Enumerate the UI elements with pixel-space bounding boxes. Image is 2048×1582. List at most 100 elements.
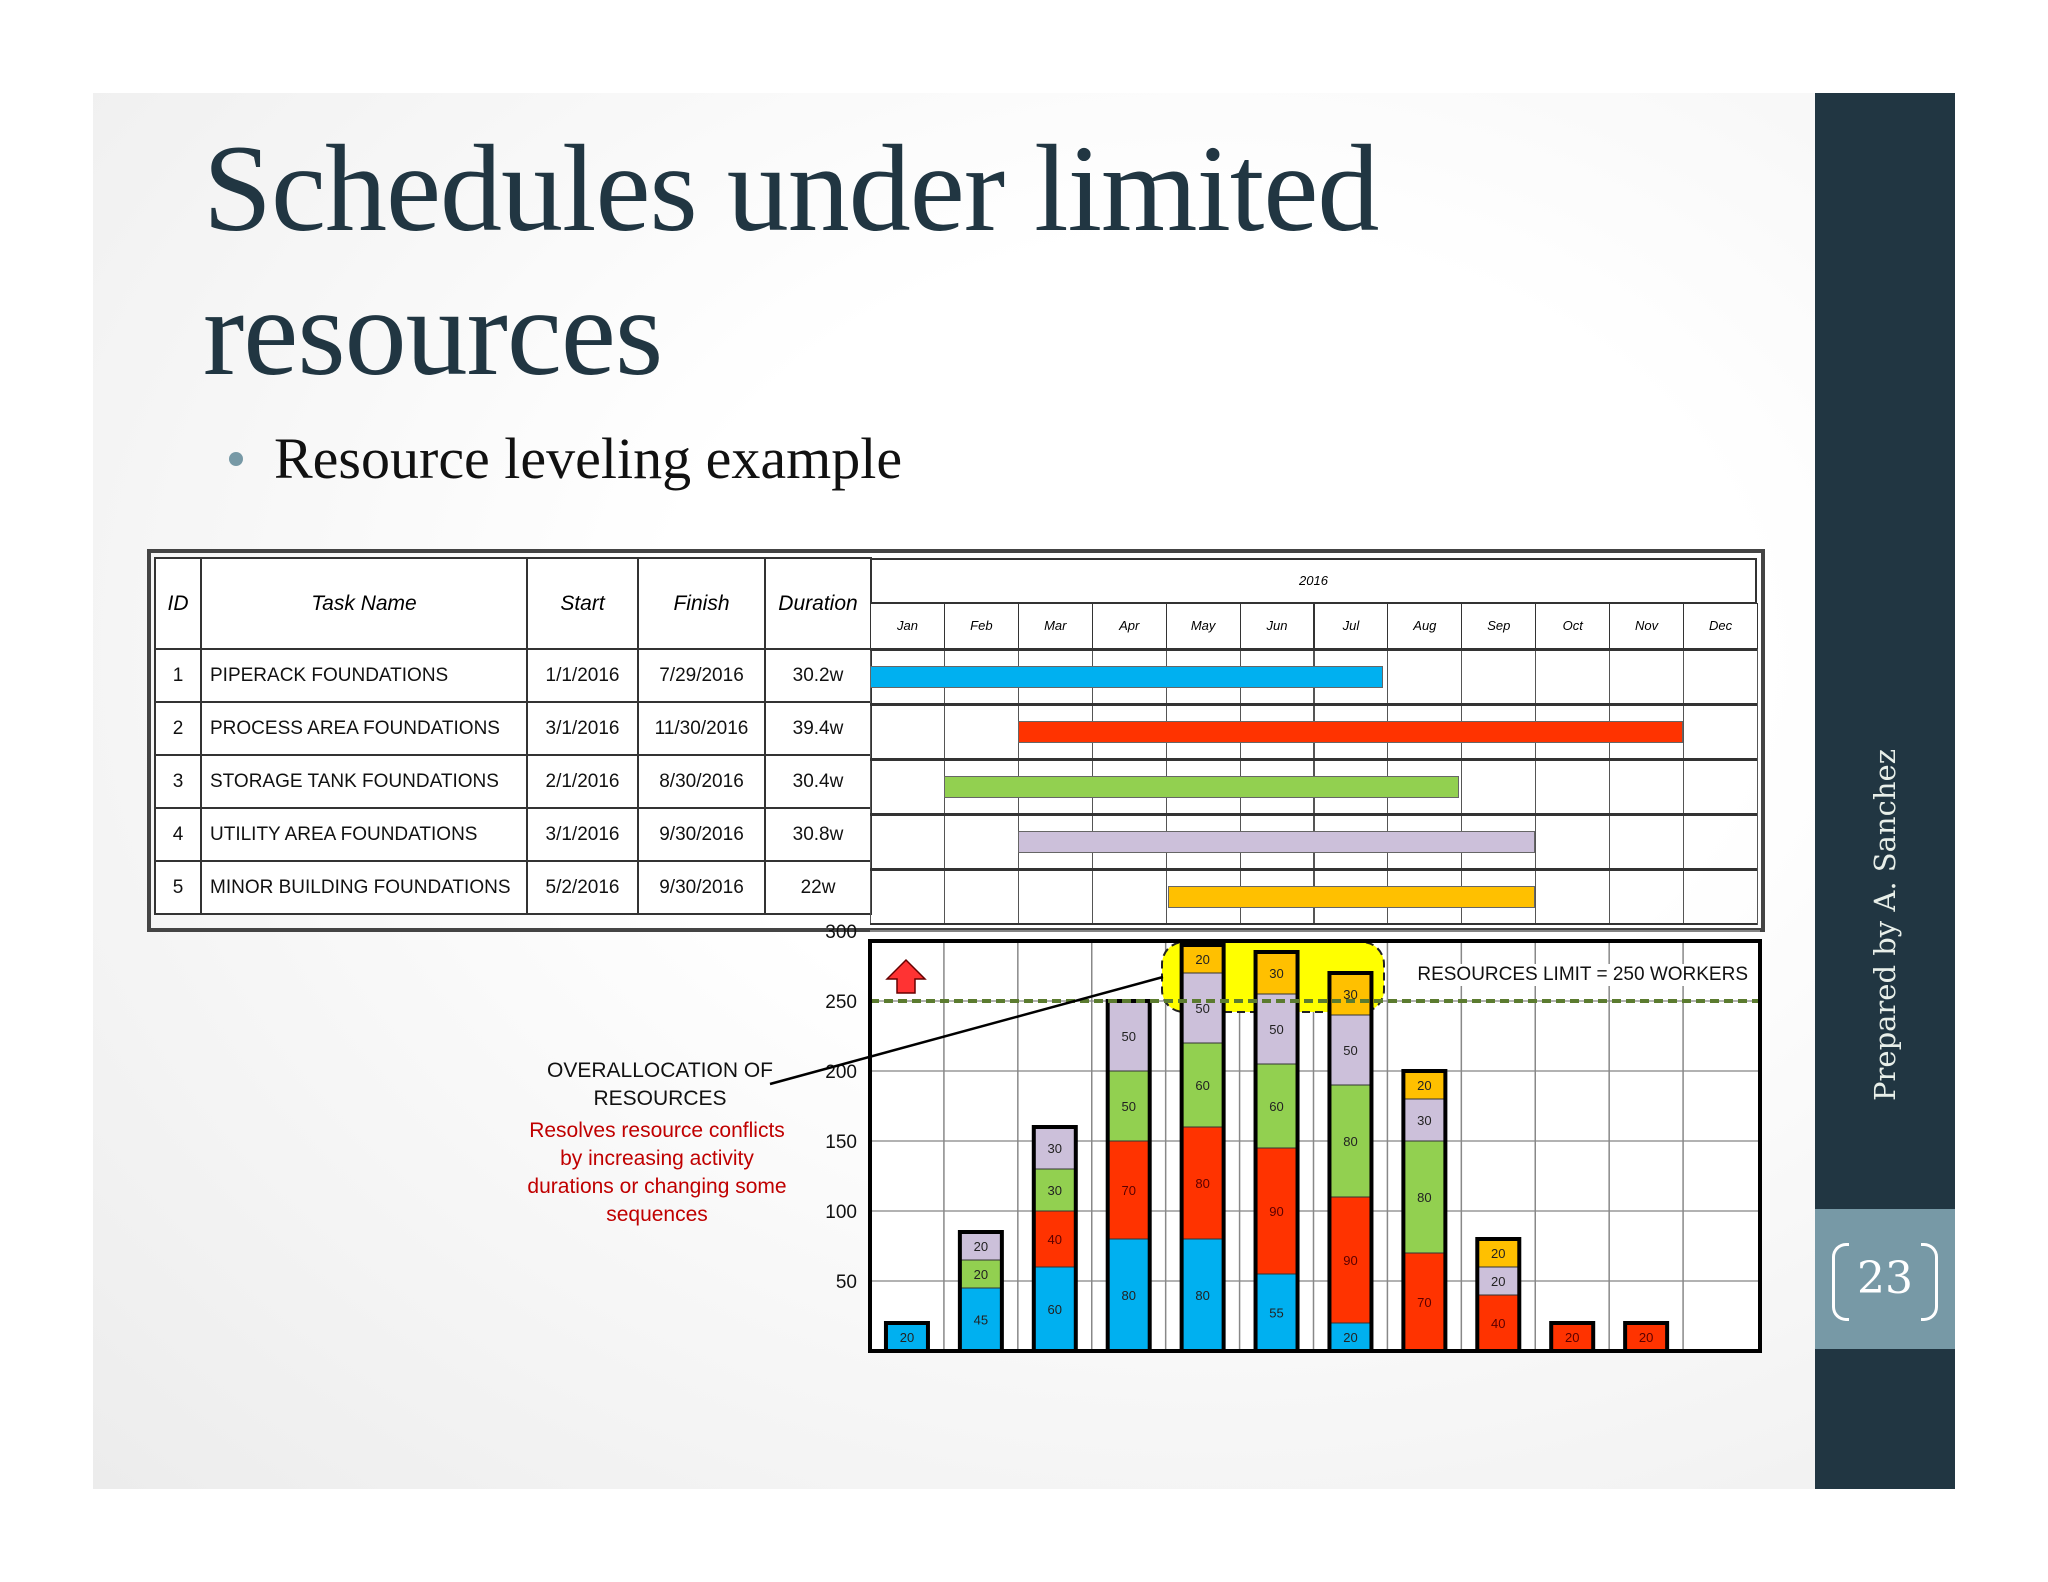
right-bracket-icon [1921, 1243, 1938, 1321]
bar-label: 80 [1195, 1176, 1209, 1191]
row-start: 3/1/2016 [526, 807, 639, 862]
gantt-month: Jul [1313, 603, 1389, 649]
bar-segment [1181, 1238, 1225, 1352]
bar-label: 45 [974, 1313, 988, 1328]
gantt-month: Jan [870, 603, 945, 649]
bar-label: 20 [974, 1267, 988, 1282]
gantt-bar-5 [1168, 886, 1536, 908]
bar-label: 30 [1417, 1113, 1431, 1128]
bar-label: 50 [1121, 1029, 1135, 1044]
row-id: 3 [154, 754, 202, 809]
row-task-name: STORAGE TANK FOUNDATIONS [200, 754, 528, 809]
gantt-bar-1 [870, 666, 1383, 688]
bar-label: 70 [1417, 1295, 1431, 1310]
bar-label: 50 [1343, 1043, 1357, 1058]
bar-label: 20 [1565, 1330, 1579, 1345]
bar-label: 20 [1417, 1078, 1431, 1093]
gantt-month: May [1165, 603, 1241, 649]
y-tick-label: 250 [825, 992, 857, 1013]
table-row: 4 UTILITY AREA FOUNDATIONS 3/1/2016 9/30/20… [154, 807, 872, 862]
bar-segment [1255, 1063, 1299, 1149]
gantt-bar-3 [943, 776, 1459, 798]
explanation-line: Resolves resource conflicts [529, 1119, 785, 1142]
y-tick-label: 100 [825, 1202, 857, 1223]
y-tick-label: 150 [825, 1132, 857, 1153]
bar-label: 50 [1269, 1022, 1283, 1037]
bar-segment [1255, 951, 1299, 995]
bar-label: 80 [1343, 1134, 1357, 1149]
bar-segment [1402, 1140, 1446, 1254]
page-number: 23 [1857, 1253, 1913, 1304]
bar-label: 50 [1195, 1001, 1209, 1016]
annotation-pointer [769, 975, 1164, 1086]
bar-segment [1402, 1070, 1446, 1100]
resource-limit-label: RESOURCES LIMIT = 250 WORKERS [1417, 964, 1748, 986]
bar-segment [1181, 1126, 1225, 1240]
bar-label: 80 [1121, 1288, 1135, 1303]
bar-segment [1476, 1294, 1520, 1352]
bar-label: 20 [1343, 1330, 1357, 1345]
row-finish: 9/30/2016 [637, 860, 766, 915]
bar-segment [1107, 1140, 1151, 1240]
page-number-box: 23 [1815, 1209, 1955, 1349]
bar-label: 80 [1195, 1288, 1209, 1303]
bar-label: 55 [1269, 1306, 1283, 1321]
row-task-name: PROCESS AREA FOUNDATIONS [200, 701, 528, 756]
bar-segment [1181, 1042, 1225, 1128]
bar-label: 90 [1269, 1204, 1283, 1219]
gantt-month: Jun [1239, 603, 1315, 649]
bar-segment [959, 1231, 1003, 1261]
bar-label: 60 [1048, 1302, 1062, 1317]
schedule-table: ID Task Name Start Finish Duration 1 PIPE… [154, 557, 872, 915]
bar-label: 20 [900, 1330, 914, 1345]
row-id: 4 [154, 807, 202, 862]
row-start: 2/1/2016 [526, 754, 639, 809]
row-finish: 7/29/2016 [637, 648, 766, 703]
bar-label: 30 [1048, 1141, 1062, 1156]
bar-label: 80 [1417, 1190, 1431, 1205]
y-tick-label: 50 [836, 1272, 857, 1293]
bar-label: 30 [1343, 987, 1357, 1002]
bar-segment [1328, 972, 1372, 1016]
gantt-month: Dec [1683, 603, 1758, 649]
bar-label: 50 [1121, 1099, 1135, 1114]
gantt-month: Nov [1609, 603, 1685, 649]
bullet-icon [229, 452, 243, 466]
gantt-chart: 2016 Jan Feb Mar Apr May Jun Jul Aug Sep Oct Nov Dec [870, 558, 1758, 925]
overallocation-label: OVERALLOCATION OF RESOURCES [547, 1057, 773, 1113]
bar-label: 60 [1269, 1099, 1283, 1114]
bar-label: 60 [1195, 1078, 1209, 1093]
bullet-text: Resource leveling example [274, 426, 903, 491]
row-task-name: PIPERACK FOUNDATIONS [200, 648, 528, 703]
row-start: 3/1/2016 [526, 701, 639, 756]
gantt-month: Mar [1017, 603, 1093, 649]
bar-segment [959, 1259, 1003, 1289]
row-finish: 11/30/2016 [637, 701, 766, 756]
header-start: Start [526, 557, 639, 650]
overallocation-line: OVERALLOCATION OF [547, 1059, 773, 1082]
row-finish: 9/30/2016 [637, 807, 766, 862]
row-finish: 8/30/2016 [637, 754, 766, 809]
slide-title-line-2: resources [203, 264, 663, 401]
row-start: 1/1/2016 [526, 648, 639, 703]
explanation-line: durations or changing some [527, 1175, 787, 1198]
row-id: 1 [154, 648, 202, 703]
table-row: 2 PROCESS AREA FOUNDATIONS 3/1/2016 11/30/2… [154, 701, 872, 756]
explanation-line: sequences [606, 1203, 708, 1226]
slide-title-line-1: Schedules under limited [203, 120, 1379, 257]
explanation-note: Resolves resource conflicts by increasin… [527, 1117, 786, 1229]
row-duration: 30.4w [764, 754, 872, 809]
bar-label: 20 [974, 1239, 988, 1254]
bar-segment [1107, 1000, 1151, 1072]
bar-label: 30 [1048, 1183, 1062, 1198]
bar-label: 40 [1048, 1232, 1062, 1247]
y-tick-label: 300 [825, 922, 857, 943]
table-row: 3 STORAGE TANK FOUNDATIONS 2/1/2016 8/30/20… [154, 754, 872, 809]
bar-label: 30 [1269, 966, 1283, 981]
bar-segment [1328, 1084, 1372, 1198]
bar-segment [1255, 1147, 1299, 1275]
bar-label: 70 [1121, 1183, 1135, 1198]
gantt-month: Oct [1535, 603, 1611, 649]
gantt-bar-2 [1017, 721, 1684, 743]
